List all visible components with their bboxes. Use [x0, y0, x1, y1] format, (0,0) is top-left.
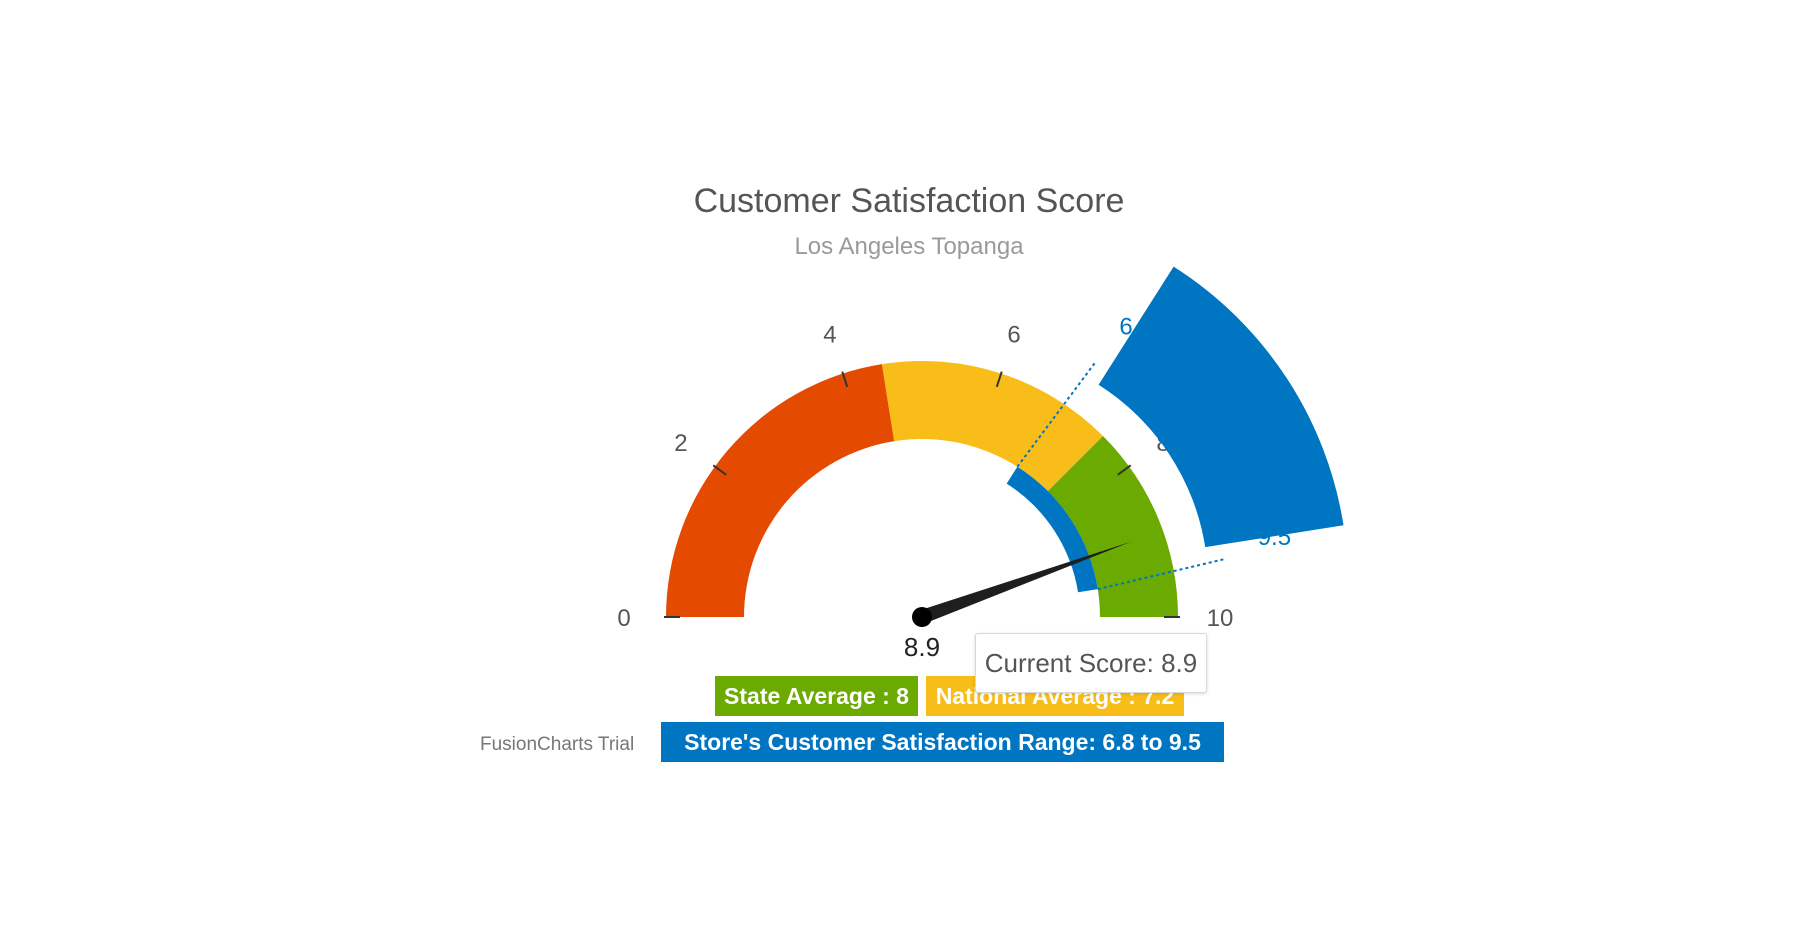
legend-store-range: Store's Customer Satisfaction Range: 6.8… [661, 722, 1224, 762]
chart-title: Customer Satisfaction Score [693, 182, 1125, 220]
watermark-text: FusionCharts Trial [480, 734, 635, 755]
trend-range-wedge [1098, 266, 1344, 548]
trend-range-dash-0 [1016, 361, 1097, 468]
trend-range-dash-1 [1097, 558, 1225, 591]
chart-subtitle: Los Angeles Topanga [794, 233, 1024, 260]
color-bands [666, 361, 1178, 617]
tick-label-1: 2 [674, 430, 687, 457]
tick-label-2: 4 [823, 322, 836, 349]
tick-label-5: 10 [1207, 605, 1234, 632]
color-band-2 [1047, 435, 1178, 617]
dial-value-label: 8.9 [904, 632, 940, 662]
trend-range-label-0: 6.8 [1119, 314, 1152, 341]
color-band-1 [881, 361, 1104, 492]
tick-label-3: 6 [1007, 322, 1020, 349]
tick-label-0: 0 [617, 605, 630, 632]
tick-mark-3 [995, 371, 1003, 388]
value-tooltip: Current Score: 8.9 [975, 633, 1207, 693]
trend-range-label-1: 9.5 [1258, 524, 1291, 551]
color-band-0 [666, 364, 895, 617]
tick-mark-2 [841, 371, 849, 388]
dial-needle [919, 541, 1131, 624]
tick-mark-4 [1117, 464, 1132, 476]
dial-needle-group [912, 541, 1131, 627]
legend-state-average: State Average : 8 [715, 676, 918, 716]
dial-pivot [912, 607, 932, 627]
tick-mark-1 [712, 464, 727, 476]
